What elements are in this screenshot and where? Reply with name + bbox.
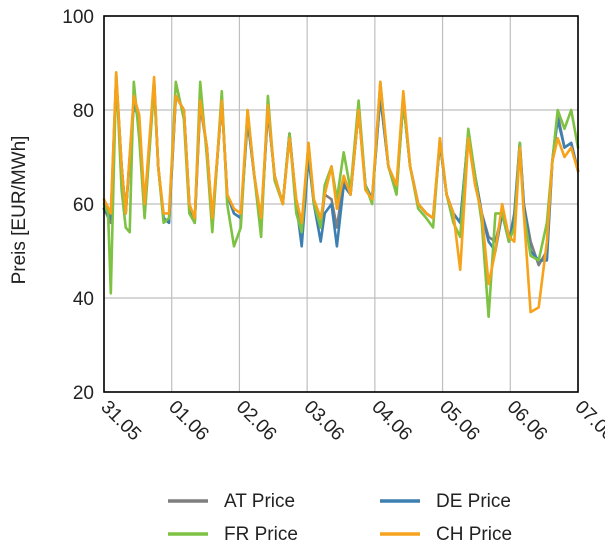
x-tick-label: 07.06 bbox=[570, 397, 605, 445]
y-tick-label: 60 bbox=[73, 195, 94, 216]
series-lines bbox=[102, 71, 580, 319]
series-line-ch-price bbox=[102, 71, 580, 314]
y-tick-label: 20 bbox=[73, 383, 94, 404]
y-tick-label: 80 bbox=[73, 101, 94, 122]
y-axis-label: Preis [EUR/MWh] bbox=[9, 136, 30, 285]
x-tick-label: 03.06 bbox=[300, 397, 348, 445]
y-tick-labels: 20 40 60 80 100 bbox=[62, 7, 94, 404]
legend-label: CH Price bbox=[436, 524, 512, 545]
x-tick-label: 02.06 bbox=[232, 397, 280, 445]
legend-label: FR Price bbox=[224, 524, 298, 545]
y-tick-label: 40 bbox=[73, 289, 94, 310]
x-tick-label: 04.06 bbox=[367, 397, 415, 445]
x-tick-labels: 31.05 01.06 02.06 03.06 04.06 05.06 06.06 07.06 bbox=[96, 397, 605, 445]
x-tick-label: 01.06 bbox=[164, 397, 212, 445]
x-tick-label: 06.06 bbox=[503, 397, 551, 445]
x-tick-label: 05.06 bbox=[435, 397, 483, 445]
legend-label: DE Price bbox=[436, 491, 511, 512]
x-tick-label: 31.05 bbox=[96, 397, 144, 445]
y-tick-label: 100 bbox=[62, 7, 94, 28]
legend-label: AT Price bbox=[224, 491, 295, 512]
legend: AT Price DE Price FR Price CH Price bbox=[168, 491, 512, 545]
plot-frame bbox=[103, 15, 579, 393]
